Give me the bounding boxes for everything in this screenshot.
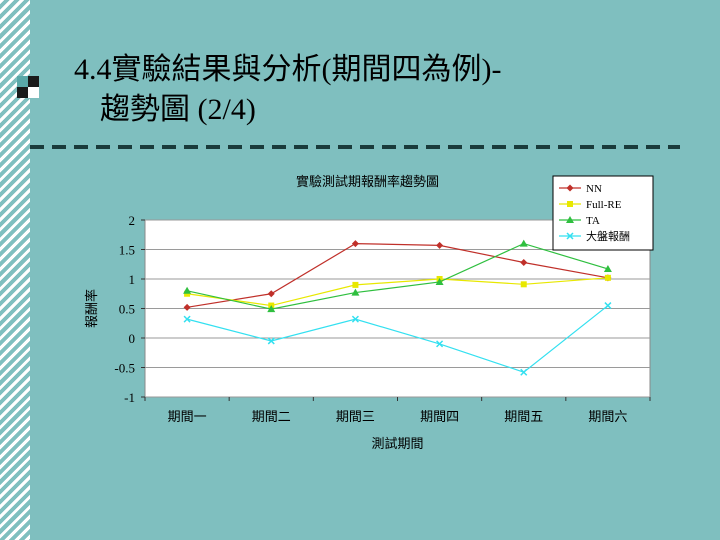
bullet-square-2 — [28, 76, 39, 87]
data-point-market — [267, 337, 275, 345]
series-line-nn — [186, 242, 609, 308]
legend-label-ta: TA — [586, 215, 600, 227]
x-tick-label: 期間三 — [336, 409, 375, 424]
data-point-market — [351, 315, 359, 323]
legend-label-full-re: Full-RE — [586, 199, 622, 211]
y-tick-label: 1.5 — [119, 243, 135, 258]
x-tick-label: 期間一 — [168, 409, 207, 424]
series-line-ta — [186, 242, 609, 310]
x-tick-label: 期間六 — [588, 409, 627, 424]
legend-label-market: 大盤報酬 — [586, 229, 630, 243]
bullet-square-1 — [17, 76, 28, 87]
series-line-full-re — [187, 277, 608, 307]
title-divider — [30, 145, 680, 149]
x-axis-title: 測試期間 — [371, 436, 423, 451]
y-tick-label: -0.5 — [114, 361, 135, 376]
bullet-square-4 — [28, 87, 39, 98]
chart-title: 實驗測試期報酬率趨勢圖 — [296, 174, 439, 189]
slide-title: 4.4實驗結果與分析(期間四為例)- 趨勢圖 (2/4) — [74, 50, 694, 130]
legend-label-nn: NN — [586, 183, 602, 195]
data-point-ta — [267, 305, 276, 313]
data-point-nn — [267, 290, 275, 298]
data-point-nn — [520, 258, 528, 266]
data-point-ta — [435, 277, 444, 285]
legend-marker-ta — [566, 216, 574, 223]
data-point-nn — [351, 240, 359, 248]
data-point-nn — [183, 303, 191, 311]
data-point-market — [520, 368, 528, 376]
y-tick-label: -1 — [124, 390, 135, 405]
legend-marker-market — [566, 232, 574, 240]
data-point-ta — [519, 239, 528, 247]
data-point-full-re — [520, 281, 527, 288]
y-tick-label: 0 — [129, 331, 136, 346]
y-tick-label: 0.5 — [119, 302, 135, 317]
y-tick-label: 2 — [129, 213, 136, 228]
legend-marker-nn — [566, 184, 574, 192]
data-point-market — [436, 340, 444, 348]
data-point-full-re — [604, 274, 611, 281]
data-point-ta — [351, 288, 360, 296]
legend-marker-full-re — [567, 201, 573, 207]
x-tick-label: 期間四 — [420, 409, 459, 424]
data-point-market — [604, 302, 612, 310]
y-tick-label: 1 — [129, 272, 136, 287]
x-tick-label: 期間二 — [252, 409, 291, 424]
slide-title-line2: 趨勢圖 (2/4) — [100, 93, 256, 126]
slide-title-line1: 4.4實驗結果與分析(期間四為例)- — [74, 53, 502, 86]
data-point-market — [183, 315, 191, 323]
data-point-ta — [603, 264, 612, 272]
data-point-ta — [183, 286, 192, 294]
data-point-nn — [436, 241, 444, 249]
series-line-market — [186, 305, 609, 373]
bullet-square-3 — [17, 87, 28, 98]
data-point-full-re — [352, 281, 359, 288]
y-axis-title: 報酬率 — [84, 289, 99, 328]
x-tick-label: 期間五 — [504, 409, 543, 424]
